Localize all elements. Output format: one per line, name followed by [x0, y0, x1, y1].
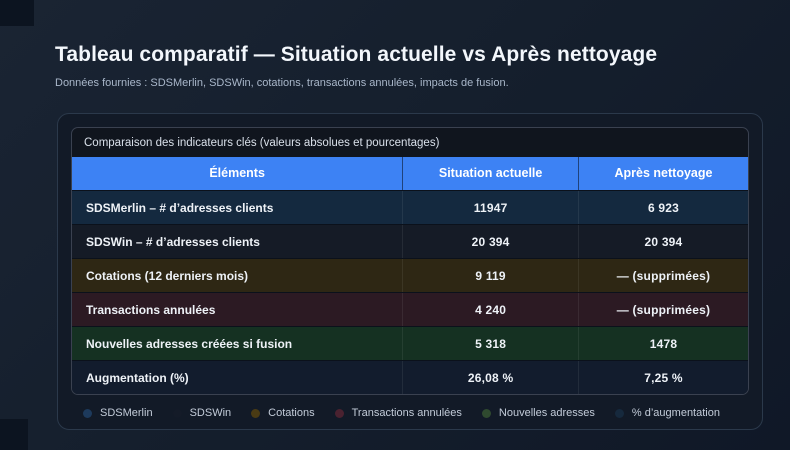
row-value-current: 26,08 %	[403, 361, 579, 394]
comparison-table: Comparaison des indicateurs clés (valeur…	[71, 127, 749, 395]
table-row: Augmentation (%) 26,08 % 7,25 %	[72, 360, 748, 394]
page-title: Tableau comparatif — Situation actuelle …	[55, 43, 658, 66]
row-value-current: 20 394	[403, 225, 579, 258]
comparison-card: Comparaison des indicateurs clés (valeur…	[57, 113, 763, 430]
row-value-current: 5 318	[403, 327, 579, 360]
table-row: SDSWin – # d’adresses clients 20 394 20 …	[72, 224, 748, 258]
column-header-situation-actuelle: Situation actuelle	[403, 157, 579, 190]
legend-color-dot-icon	[172, 408, 182, 418]
row-value-after: 1478	[649, 337, 678, 351]
legend-item: Transactions annulées	[334, 407, 462, 419]
row-label: Transactions annulées	[72, 293, 404, 326]
legend-item: SDSMerlin	[83, 407, 153, 419]
table-row: Nouvelles adresses créées si fusion 5 31…	[72, 326, 748, 360]
row-value-current: 11947	[403, 191, 579, 224]
table-row: Cotations (12 derniers mois) 9 119 — (su…	[72, 258, 748, 292]
row-label: SDSMerlin – # d’adresses clients	[72, 191, 404, 224]
legend-color-dot-icon	[334, 408, 344, 418]
legend-item-label: SDSMerlin	[100, 407, 153, 419]
legend-item-label: Nouvelles adresses	[498, 407, 595, 419]
row-value-after: — (supprimées)	[616, 269, 711, 283]
row-value-current: 4 240	[403, 293, 579, 326]
legend-color-dot-icon	[251, 408, 261, 418]
row-label: Cotations (12 derniers mois)	[72, 259, 404, 292]
row-value-after: 20 394	[644, 235, 683, 249]
legend-item: Nouvelles adresses	[481, 407, 595, 419]
row-label: SDSWin – # d’adresses clients	[72, 225, 404, 258]
row-value-current: 9 119	[403, 259, 579, 292]
legend-item-label: % d’augmentation	[631, 407, 720, 419]
desktop-corner-top-left	[0, 0, 34, 26]
column-header-apres-nettoyage: Après nettoyage	[614, 166, 713, 180]
row-label: Nouvelles adresses créées si fusion	[72, 327, 404, 360]
legend-color-dot-icon	[614, 408, 624, 418]
legend-item-label: Cotations	[268, 407, 315, 419]
row-label: Augmentation (%)	[72, 361, 404, 394]
row-value-after: — (supprimées)	[616, 303, 711, 317]
desktop-corner-bottom-left	[0, 419, 28, 450]
page-subtitle: Données fournies : SDSMerlin, SDSWin, co…	[55, 77, 509, 89]
row-value-after: 7,25 %	[644, 371, 683, 385]
table-row: Transactions annulées 4 240 — (supprimée…	[72, 292, 748, 326]
table-header-row: Éléments Situation actuelle Après nettoy…	[72, 157, 748, 190]
legend-color-dot-icon	[83, 408, 92, 418]
row-value-after: 6 923	[647, 201, 679, 215]
legend-item: Cotations	[251, 407, 315, 419]
table-row: SDSMerlin – # d’adresses clients 11947 6…	[72, 190, 748, 224]
table-caption: Comparaison des indicateurs clés (valeur…	[84, 137, 440, 149]
legend-item-label: Transactions annulées	[351, 407, 462, 419]
legend: SDSMerlin SDSWin Cotations Transactions …	[71, 395, 749, 419]
legend-color-dot-icon	[481, 408, 491, 418]
page-header: Tableau comparatif — Situation actuelle …	[55, 43, 765, 89]
column-header-elements: Éléments	[72, 157, 404, 190]
table-body: SDSMerlin – # d’adresses clients 11947 6…	[72, 190, 748, 394]
legend-item: % d’augmentation	[614, 407, 720, 419]
legend-item-label: SDSWin	[189, 407, 232, 419]
legend-item: SDSWin	[172, 407, 232, 419]
